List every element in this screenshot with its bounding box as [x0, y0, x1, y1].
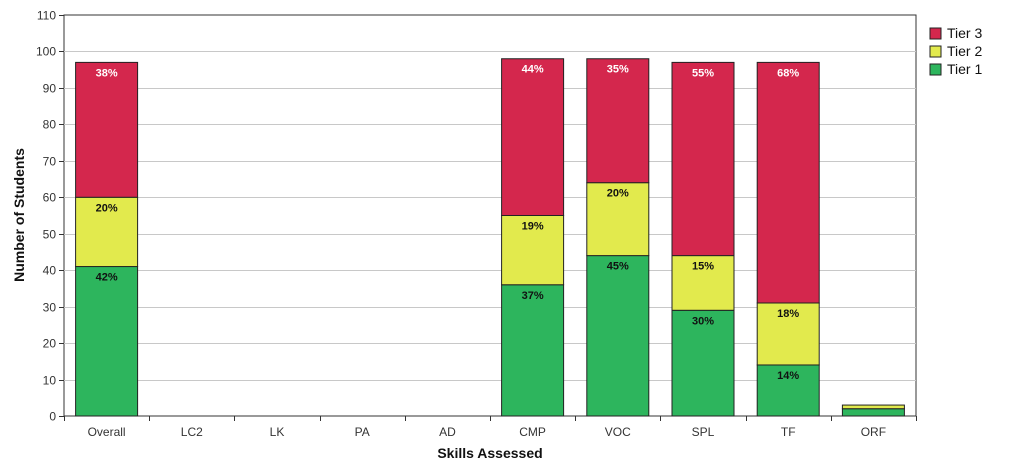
data-label: 20% — [96, 202, 118, 214]
legend-label: Tier 2 — [947, 43, 982, 59]
data-label: 15% — [692, 261, 714, 273]
bar-segment — [671, 255, 735, 311]
y-tick-label: 100 — [36, 45, 56, 59]
data-label: 45% — [607, 261, 629, 273]
legend: Tier 3 Tier 2 Tier 1 — [929, 25, 982, 77]
y-tick-label: 20 — [43, 337, 57, 351]
data-label: 44% — [522, 64, 544, 76]
bar-segment — [841, 408, 905, 417]
data-label: 35% — [607, 64, 629, 76]
bar-segment — [756, 61, 820, 304]
y-tick-label: 50 — [43, 228, 57, 242]
bar-segment — [75, 266, 139, 417]
x-tick-label: SPL — [692, 425, 715, 439]
x-tick-label: TF — [781, 425, 796, 439]
x-tick-label: VOC — [605, 425, 631, 439]
legend-swatch — [929, 45, 942, 58]
y-axis-title: Number of Students — [11, 148, 27, 282]
legend-swatch — [929, 63, 942, 76]
data-label: 38% — [96, 67, 118, 79]
data-labels: 42% 20% 38% 37% 19% 44% 45% 20% 35% 30% 15% 55% 14% 1… — [96, 64, 800, 382]
bar-segment — [586, 255, 650, 417]
bars — [75, 58, 905, 417]
bar-segment — [586, 58, 650, 184]
legend-label: Tier 3 — [947, 25, 982, 41]
data-label: 14% — [777, 370, 799, 382]
y-tick-label: 40 — [43, 264, 57, 278]
legend-swatch — [929, 27, 942, 40]
x-tick-label: ORF — [861, 425, 886, 439]
bar-segment — [75, 196, 139, 268]
bar-segment — [671, 309, 735, 417]
axes: 0 10 20 30 40 50 60 70 80 90 100 110 Overall LC2 LK PA A… — [36, 9, 917, 439]
data-label: 18% — [777, 308, 799, 320]
y-tick-label: 110 — [37, 9, 56, 23]
bar-segment — [75, 61, 139, 198]
x-tick-label: LC2 — [181, 425, 203, 439]
y-tick-label: 0 — [49, 410, 56, 424]
data-label: 37% — [522, 290, 544, 302]
bar-segment — [841, 404, 905, 410]
bar-segment — [671, 61, 735, 257]
y-tick-label: 70 — [43, 155, 57, 169]
x-axis-title: Skills Assessed — [437, 445, 542, 461]
x-tick-label: LK — [270, 425, 285, 439]
legend-label: Tier 1 — [947, 61, 982, 77]
data-label: 19% — [522, 221, 544, 233]
x-tick-label: CMP — [519, 425, 546, 439]
data-label: 42% — [96, 272, 118, 284]
y-tick-label: 90 — [43, 82, 57, 96]
bar-segment — [501, 58, 565, 216]
data-label: 68% — [777, 67, 799, 79]
y-tick-label: 80 — [43, 118, 57, 132]
x-tick-label: AD — [439, 425, 456, 439]
data-label: 55% — [692, 67, 714, 79]
bar-segment — [501, 215, 565, 286]
data-label: 30% — [692, 315, 714, 327]
bar-segment — [501, 284, 565, 417]
y-tick-label: 60 — [43, 191, 57, 205]
bar-segment — [586, 182, 650, 257]
y-tick-label: 30 — [43, 301, 57, 315]
x-tick-label: Overall — [88, 425, 126, 439]
data-label: 20% — [607, 188, 629, 200]
y-tick-label: 10 — [43, 374, 57, 388]
x-tick-label: PA — [355, 425, 370, 439]
